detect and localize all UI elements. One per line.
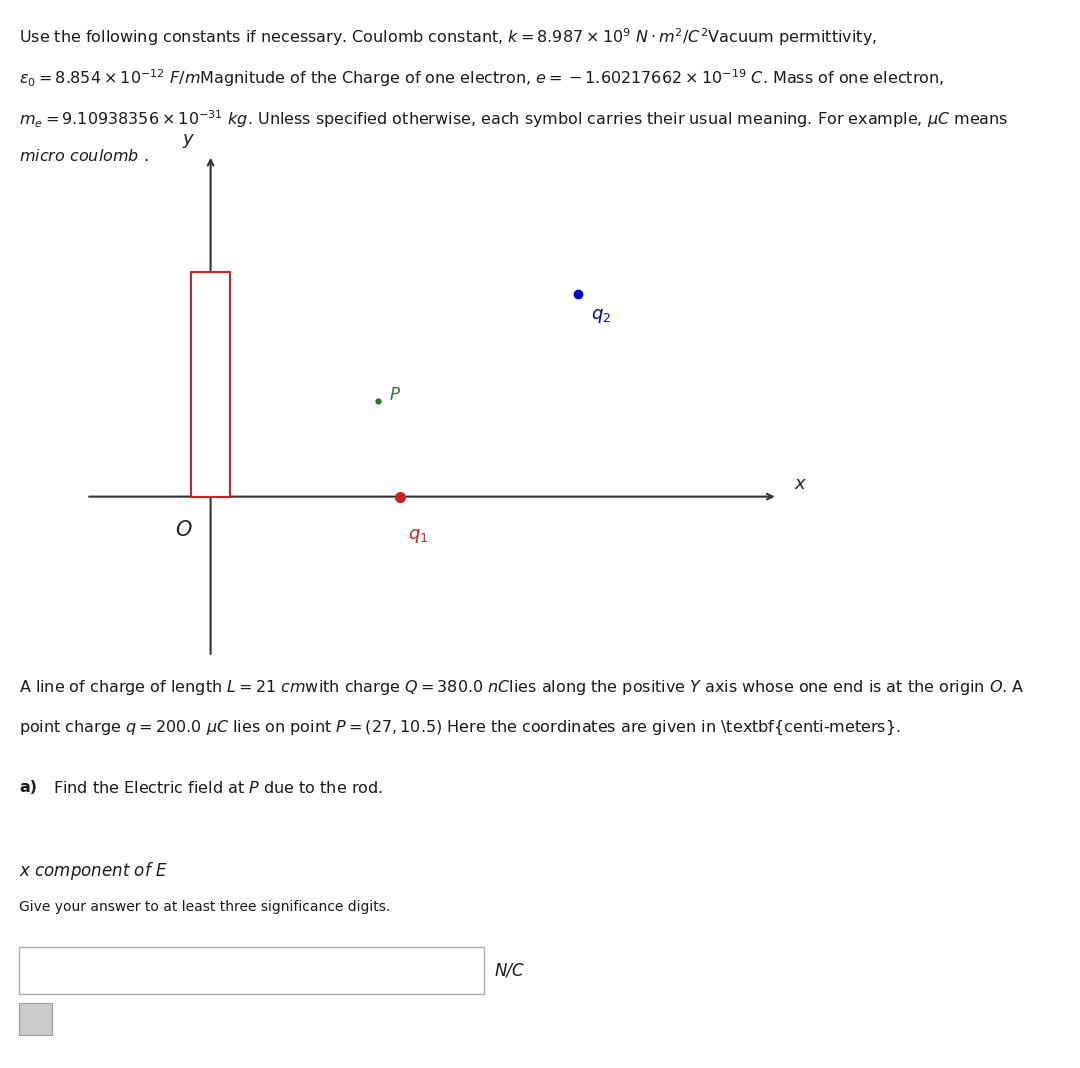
Text: $micro \ coulomb$ .: $micro \ coulomb$ . [19, 148, 149, 164]
Text: $m_e = 9.10938356 \times 10^{-31} \ kg$. Unless specified otherwise, each symbol: $m_e = 9.10938356 \times 10^{-31} \ kg$.… [19, 108, 1009, 129]
Text: $y$: $y$ [183, 131, 195, 150]
Text: O: O [175, 520, 192, 540]
Text: $q_2$: $q_2$ [591, 307, 611, 325]
Text: $P$: $P$ [389, 387, 401, 404]
Text: $x$: $x$ [794, 475, 807, 492]
Bar [19, 947, 484, 994]
Text: Give your answer to at least three significance digits.: Give your answer to at least three signi… [19, 900, 391, 914]
Text: a): a) [19, 780, 38, 795]
Bar [19, 1003, 52, 1035]
Text: $q_1$: $q_1$ [408, 527, 429, 545]
Text: Find the Electric field at $P$ due to the rod.: Find the Electric field at $P$ due to th… [48, 780, 382, 796]
Text: N/C: N/C [495, 962, 524, 979]
Bar [191, 272, 230, 497]
Text: $x$ component of E: $x$ component of E [19, 860, 168, 882]
Text: A line of charge of length $L = 21 \ cm$with charge $Q = 380.0 \ nC$lies along t: A line of charge of length $L = 21 \ cm$… [19, 678, 1025, 697]
Text: point charge $q = 200.0 \ \mu C$ lies on point $P = (27, 10.5)$ Here the coordin: point charge $q = 200.0 \ \mu C$ lies on… [19, 719, 901, 737]
Text: Use the following constants if necessary. Coulomb constant, $k = 8.987 \times 10: Use the following constants if necessary… [19, 27, 878, 48]
Text: $\epsilon_0 = 8.854 \times 10^{-12} \ F/m$Magnitude of the Charge of one electro: $\epsilon_0 = 8.854 \times 10^{-12} \ F/… [19, 67, 945, 89]
